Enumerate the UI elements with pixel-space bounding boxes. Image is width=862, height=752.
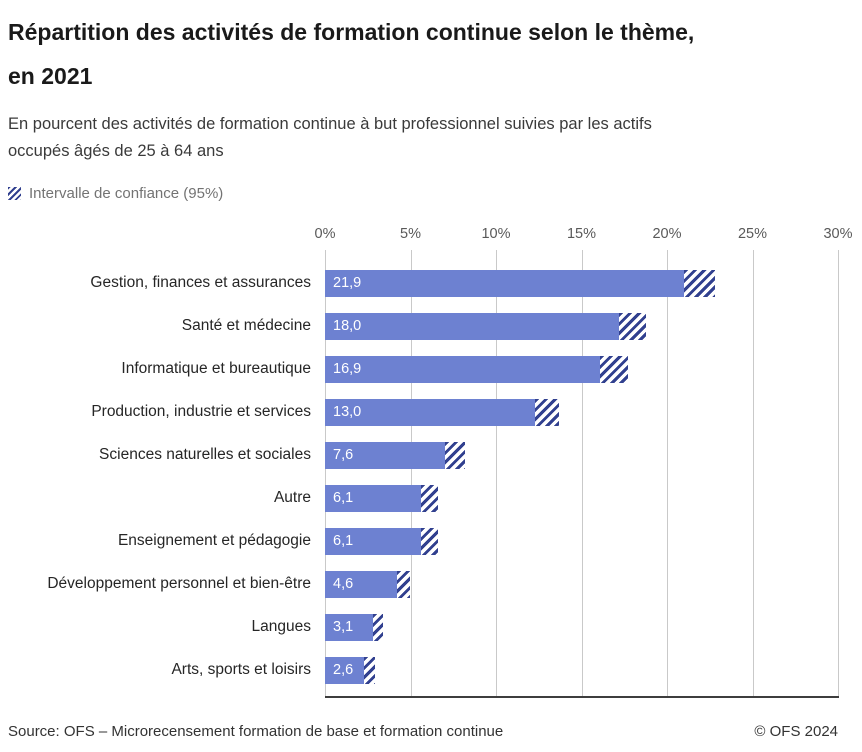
- confidence-interval-hatch: [600, 356, 628, 383]
- bar-value-label: 6,1: [333, 533, 354, 549]
- x-axis-tick-label: 5%: [400, 226, 421, 242]
- chart-title: Répartition des activités de formation c…: [8, 19, 695, 89]
- chart-subtitle: En pourcent des activités de formation c…: [8, 115, 652, 160]
- confidence-interval-hatch: [619, 313, 647, 340]
- gridline: [667, 250, 668, 696]
- confidence-interval-hatch: [396, 571, 411, 598]
- bar-value-label: 3,1: [333, 619, 354, 635]
- bar: 16,9: [325, 356, 601, 383]
- bar: 18,0: [325, 313, 620, 340]
- bar-value-label: 4,6: [333, 576, 354, 592]
- category-label: Sciences naturelles et sociales: [99, 446, 311, 463]
- category-label: Production, industrie et services: [91, 403, 311, 420]
- source-note: Source: OFS – Microrecensement formation…: [8, 723, 504, 740]
- confidence-interval-hatch: [535, 399, 560, 426]
- footer: Source: OFS – Microrecensement formation…: [8, 723, 838, 740]
- confidence-interval-hatch-icon: [8, 187, 21, 200]
- confidence-interval-hatch: [684, 270, 715, 297]
- category-label: Développement personnel et bien-être: [47, 575, 311, 592]
- confidence-interval-hatch: [364, 657, 375, 684]
- x-axis-tick-label: 0%: [314, 226, 336, 242]
- bar-value-label: 13,0: [333, 404, 362, 420]
- bar: 2,6: [325, 657, 365, 684]
- bar: 13,0: [325, 399, 536, 426]
- category-label: Langues: [251, 618, 311, 635]
- bar-value-label: 6,1: [333, 490, 354, 506]
- category-label: Informatique et bureautique: [121, 360, 311, 377]
- category-label: Enseignement et pédagogie: [117, 532, 311, 549]
- bar-value-label: 21,9: [333, 275, 362, 291]
- category-label: Autre: [273, 489, 311, 506]
- gridline: [838, 250, 839, 696]
- x-axis-tick-label: 30%: [823, 226, 853, 242]
- x-axis-tick-label: 15%: [566, 226, 597, 242]
- confidence-interval-hatch: [444, 442, 466, 469]
- bar-value-label: 2,6: [333, 662, 354, 678]
- copyright-note: © OFS 2024: [754, 723, 838, 740]
- x-axis-tick-label: 25%: [737, 226, 768, 242]
- x-axis-baseline: [325, 696, 839, 698]
- bar: 7,6: [325, 442, 445, 469]
- bar: 4,6: [325, 571, 397, 598]
- bar: 21,9: [325, 270, 685, 297]
- legend-label: Intervalle de confiance (95%): [29, 185, 224, 202]
- confidence-interval-hatch: [372, 614, 384, 641]
- gridline: [325, 250, 326, 696]
- category-label: Santé et médecine: [181, 317, 311, 334]
- chart: 0% 5% 10% 15% 20% 25% 30% Gestion, finances et …: [8, 226, 853, 701]
- category-label: Gestion, finances et assurances: [90, 274, 311, 291]
- x-axis-tick-label: 20%: [652, 226, 682, 242]
- confidence-interval-hatch: [420, 485, 438, 512]
- bar-value-label: 16,9: [333, 361, 362, 377]
- gridline: [752, 250, 754, 696]
- category-label: Arts, sports et loisirs: [171, 661, 311, 678]
- gridline: [410, 250, 412, 696]
- confidence-interval-hatch: [420, 528, 438, 555]
- bar: 6,1: [325, 485, 421, 512]
- x-axis-tick-label: 10%: [481, 226, 511, 242]
- bar: 6,1: [325, 528, 421, 555]
- gridline: [496, 250, 497, 696]
- legend: Intervalle de confiance (95%): [8, 185, 838, 202]
- bar: 3,1: [325, 614, 373, 641]
- gridline: [581, 250, 583, 696]
- bar-value-label: 18,0: [333, 318, 362, 334]
- bar-value-label: 7,6: [333, 447, 354, 463]
